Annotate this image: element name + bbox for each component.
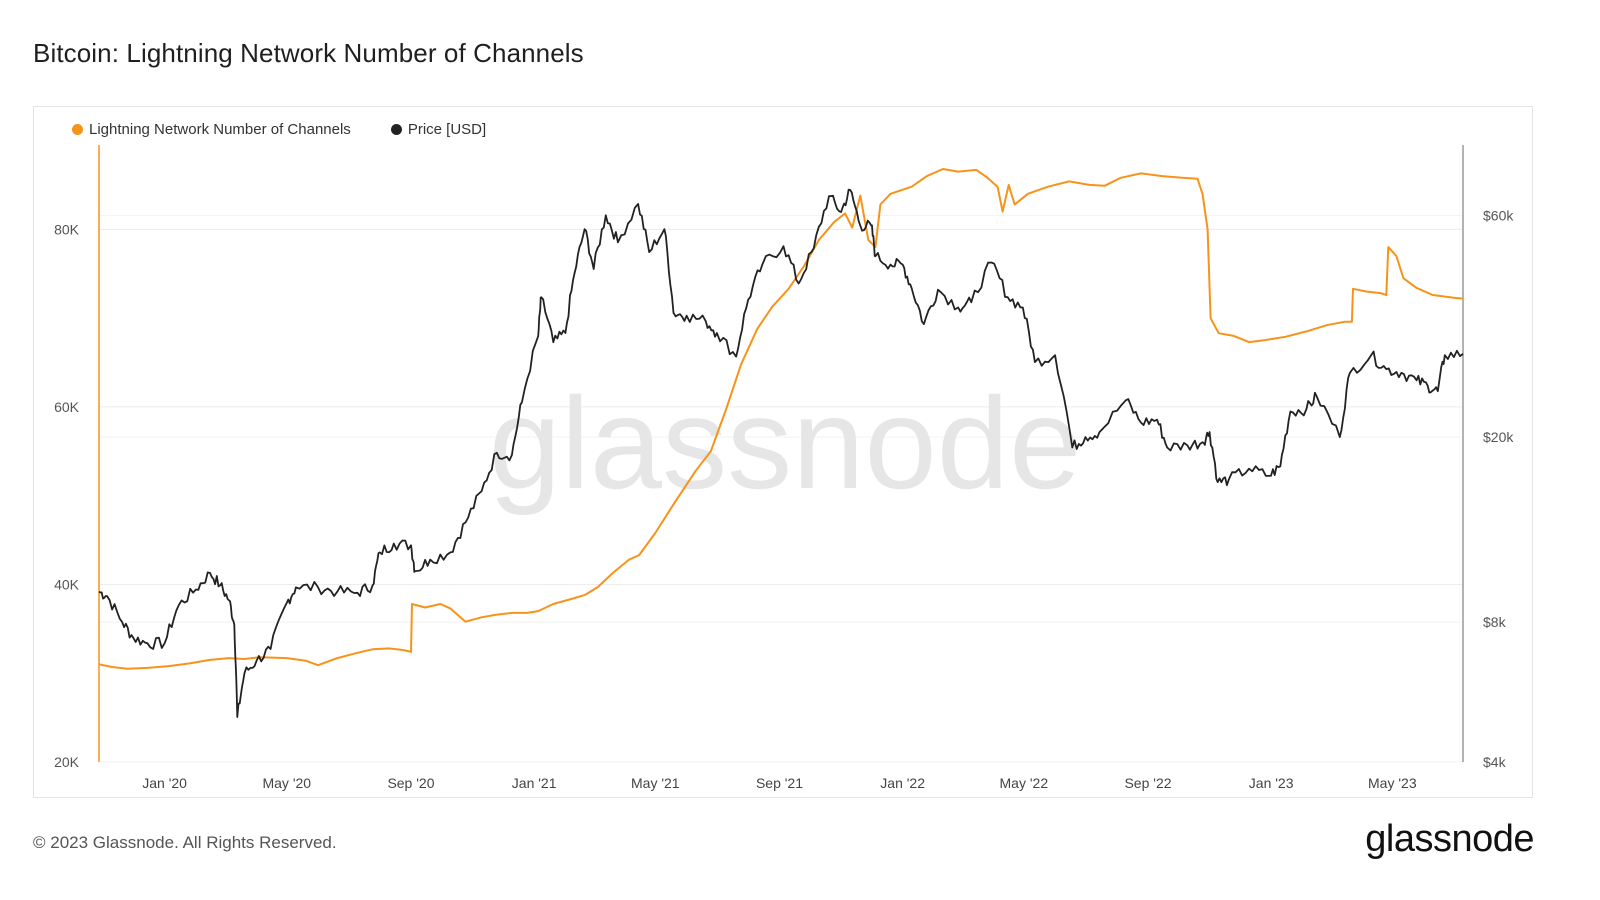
x-tick-label: May '22 bbox=[1000, 775, 1049, 791]
x-tick-label: Jan '20 bbox=[142, 775, 187, 791]
legend-marker-channels bbox=[72, 124, 83, 135]
left-tick-label: 80K bbox=[54, 221, 80, 237]
chart-frame bbox=[33, 106, 1533, 798]
x-tick-label: Sep '21 bbox=[756, 775, 803, 791]
x-tick-label: Jan '22 bbox=[880, 775, 925, 791]
copyright-footer: © 2023 Glassnode. All Rights Reserved. bbox=[33, 833, 337, 852]
right-tick-label: $4k bbox=[1483, 754, 1507, 770]
right-tick-label: $8k bbox=[1483, 614, 1507, 630]
x-tick-label: Sep '20 bbox=[387, 775, 434, 791]
x-tick-label: May '20 bbox=[262, 775, 311, 791]
watermark: glassnode bbox=[489, 370, 1082, 516]
x-tick-label: May '21 bbox=[631, 775, 680, 791]
legend-item-price[interactable]: Price [USD] bbox=[390, 121, 487, 138]
x-tick-label: Sep '22 bbox=[1124, 775, 1171, 791]
x-tick-label: Jan '23 bbox=[1249, 775, 1294, 791]
chart-legend: Lightning Network Number of Channels Pri… bbox=[72, 121, 486, 138]
series-line-price bbox=[98, 188, 1464, 718]
x-tick-label: May '23 bbox=[1368, 775, 1417, 791]
legend-marker-price bbox=[390, 124, 402, 135]
series-line-channels bbox=[98, 168, 1464, 670]
brand-logo: glassnode bbox=[1365, 818, 1534, 860]
right-tick-label: $60k bbox=[1483, 207, 1514, 223]
left-tick-label: 60K bbox=[54, 399, 80, 415]
left-tick-label: 20K bbox=[54, 754, 80, 770]
legend-item-channels[interactable]: Lightning Network Number of Channels bbox=[72, 121, 351, 138]
x-tick-label: Jan '21 bbox=[512, 775, 557, 791]
legend-label-channels: Lightning Network Number of Channels bbox=[89, 121, 351, 138]
right-tick-label: $20k bbox=[1483, 429, 1514, 445]
chart-title: Bitcoin: Lightning Network Number of Cha… bbox=[33, 38, 584, 68]
legend-label-price: Price [USD] bbox=[407, 121, 487, 138]
left-tick-label: 40K bbox=[54, 576, 80, 592]
